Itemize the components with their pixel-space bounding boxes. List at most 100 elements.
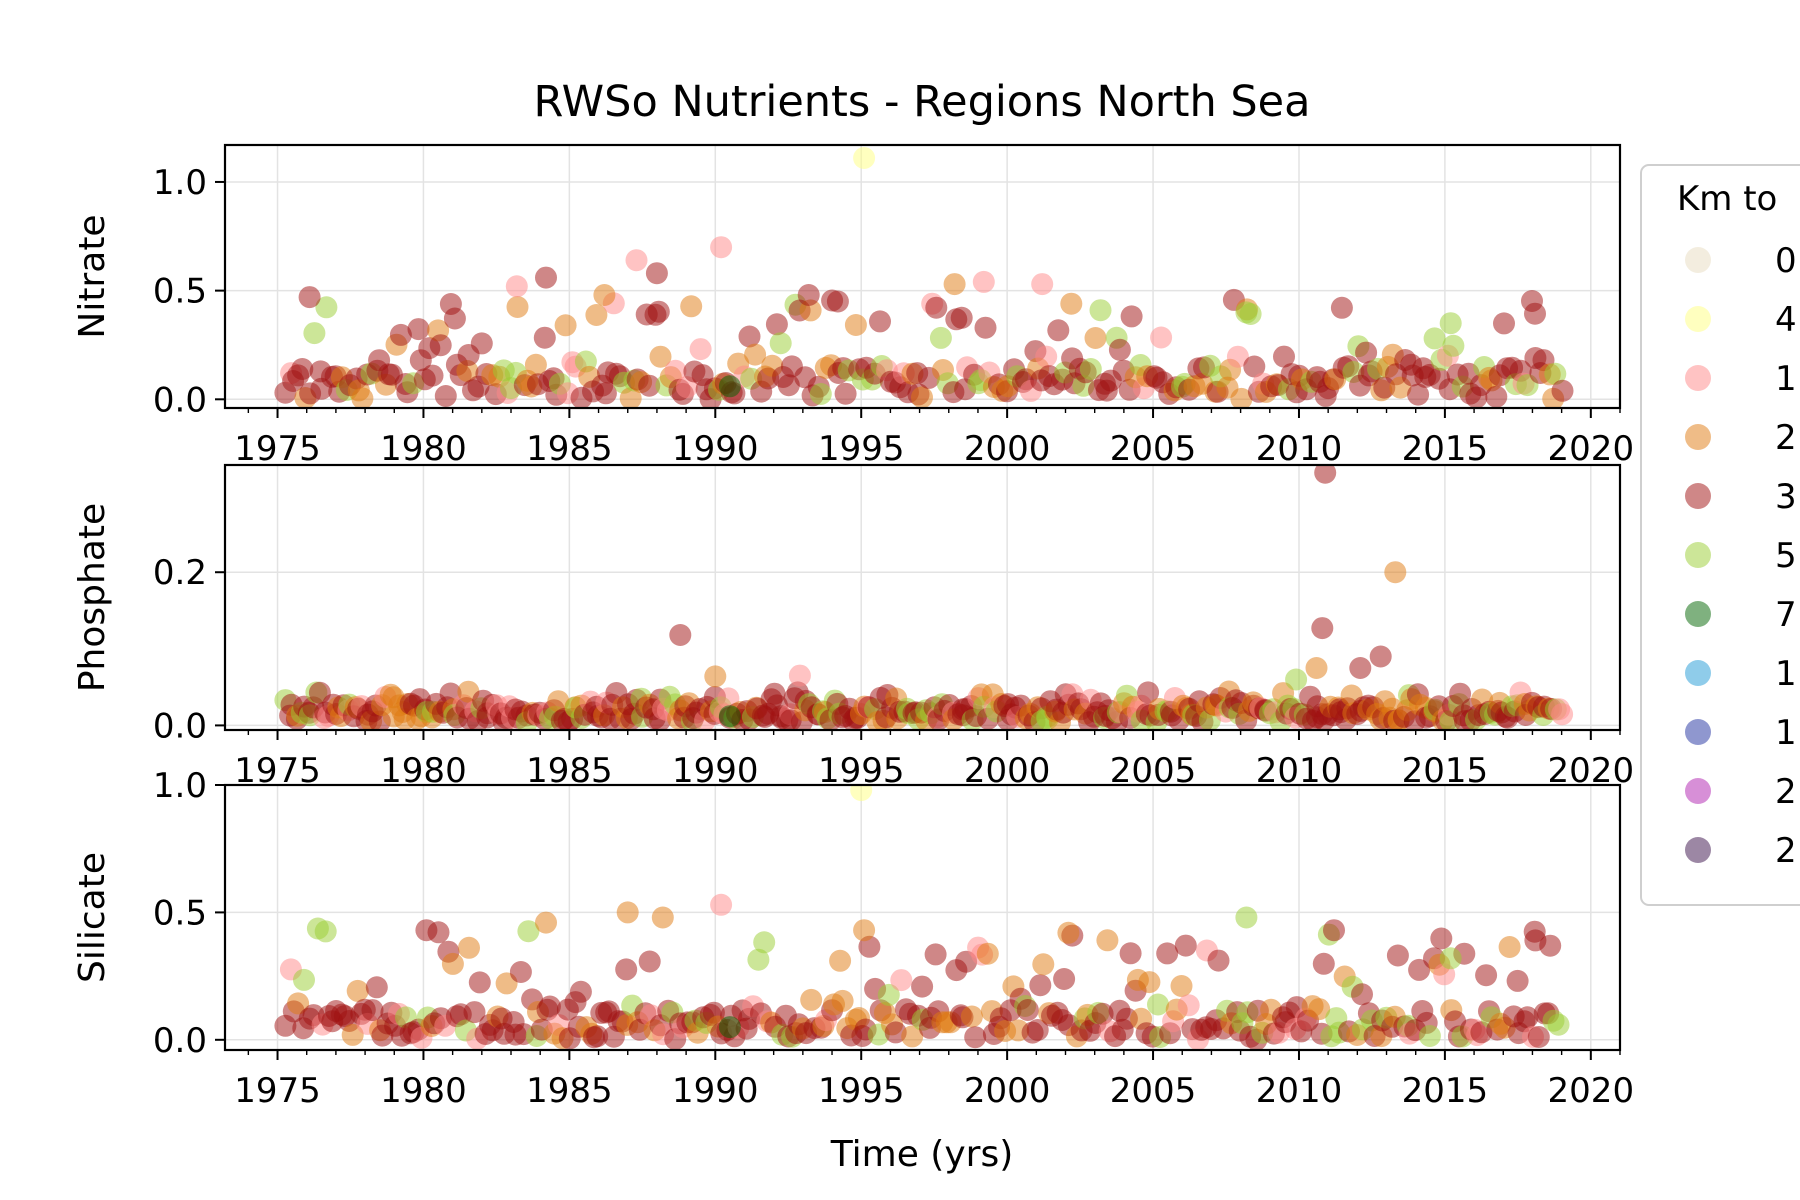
legend-label: 1 (1775, 713, 1797, 753)
nitrate-point (351, 387, 374, 408)
y-tick-label: 0.2 (153, 553, 207, 593)
nitrate-point (1493, 312, 1515, 335)
phosphate-point (1349, 657, 1372, 679)
silicate-point (1177, 994, 1200, 1017)
nitrate-point (1226, 345, 1249, 368)
nitrate-point (710, 236, 733, 259)
nitrate-point (506, 296, 529, 318)
silicate-point (890, 969, 913, 992)
silicate-point (1351, 983, 1373, 1006)
nitrate-point (625, 249, 648, 272)
silicate-point (718, 1016, 741, 1039)
silicate-point (361, 999, 384, 1022)
nitrate-point (765, 313, 788, 336)
silicate-point (468, 971, 491, 994)
nitrate-point (1407, 383, 1430, 406)
nitrate-point (925, 296, 948, 319)
nitrate-point (950, 306, 973, 329)
silicate-x-ticks: 1975 1980 1985 1990 1995 2000 2005 2010 2015 2020 (234, 1050, 1634, 1111)
nitrate-point (443, 307, 466, 330)
silicate-point (1147, 993, 1169, 1016)
silicate-y-ticks: 0.0 0.5 1.0 (153, 766, 225, 1061)
phosphate-point (1311, 617, 1334, 640)
nitrate-point (535, 266, 557, 289)
nitrate-axes-frame (223, 143, 1622, 410)
legend-marker (1685, 542, 1711, 568)
phosphate-point (669, 624, 692, 646)
nitrate-point (826, 290, 849, 313)
x-tick-label: 1980 (380, 1071, 467, 1111)
silicate-point (535, 911, 557, 934)
legend-marker (1685, 837, 1711, 863)
silicate-axes-frame (223, 783, 1622, 1052)
nitrate-point (1108, 338, 1131, 361)
x-tick-label: 2000 (964, 1071, 1051, 1111)
legend-marker (1685, 424, 1711, 450)
phosphate-point (704, 665, 727, 688)
silicate-point (831, 989, 854, 1012)
nitrate-markers (274, 147, 1574, 408)
nitrate-point (664, 359, 687, 382)
nitrate-point (680, 295, 703, 318)
silicate-point (1506, 969, 1529, 992)
legend-marker (1685, 719, 1711, 745)
silicate-point (1170, 975, 1193, 997)
legend-marker (1685, 365, 1711, 391)
nitrate-point (456, 360, 479, 382)
phosphate-y-ticks: 0.0 0.2 (153, 553, 225, 746)
silicate-point (615, 958, 638, 981)
silicate-point (1439, 947, 1462, 970)
nitrate-point (974, 316, 997, 339)
silicate-point (877, 983, 900, 1006)
legend-label: 1 (1775, 359, 1797, 399)
silicate-point (651, 906, 674, 929)
nitrate-point (1120, 305, 1143, 328)
legend-label: 3 (1775, 477, 1797, 517)
silicate-point (1207, 949, 1230, 972)
nitrate-point (1079, 358, 1102, 380)
legend-label: 1 (1775, 654, 1797, 694)
nitrate-point (315, 296, 338, 319)
x-tick-label: 2005 (1110, 1071, 1197, 1111)
nitrate-point (1330, 296, 1353, 319)
silicate-point (1235, 906, 1258, 929)
phosphate-point (1369, 645, 1392, 668)
nitrate-point (769, 332, 792, 355)
nitrate-point (585, 304, 608, 326)
legend-marker (1685, 601, 1711, 627)
silicate-point (960, 1005, 983, 1028)
silicate-panel: 1975 1980 1985 1990 1995 2000 2005 2010 2015 2020… (72, 766, 1634, 1111)
silicate-point (850, 785, 873, 802)
legend-marker (1685, 778, 1711, 804)
nitrate-point (1150, 326, 1173, 349)
nitrate-point (834, 382, 857, 405)
legend-label: 2 (1775, 418, 1797, 458)
x-tick-label: 1995 (818, 1071, 905, 1111)
nitrate-point (1485, 385, 1508, 408)
nitrate-point (809, 383, 832, 405)
x-tick-label: 1985 (526, 429, 613, 469)
nitrate-point (1060, 292, 1083, 315)
nitrate-point (718, 375, 741, 398)
silicate-point (853, 919, 876, 942)
silicate-point (458, 936, 480, 959)
silicate-point (1174, 934, 1197, 957)
silicate-point (1408, 958, 1431, 981)
nitrate-point (303, 322, 326, 345)
nitrate-point (470, 332, 493, 355)
nitrate-point (1089, 299, 1112, 322)
x-tick-label: 1975 (234, 1071, 321, 1111)
nitrate-point (649, 345, 672, 368)
nitrate-point (389, 323, 412, 346)
nitrate-point (738, 325, 761, 348)
silicate-point (1308, 998, 1331, 1021)
silicate-point (1156, 942, 1179, 965)
nitrate-point (434, 385, 457, 407)
legend-marker (1685, 306, 1711, 332)
silicate-point (346, 979, 369, 1002)
legend-marker (1685, 247, 1711, 273)
phosphate-point (1305, 657, 1328, 679)
phosphate-point (547, 690, 570, 713)
legend-label: 4 (1775, 300, 1797, 340)
silicate-point (964, 1026, 987, 1049)
